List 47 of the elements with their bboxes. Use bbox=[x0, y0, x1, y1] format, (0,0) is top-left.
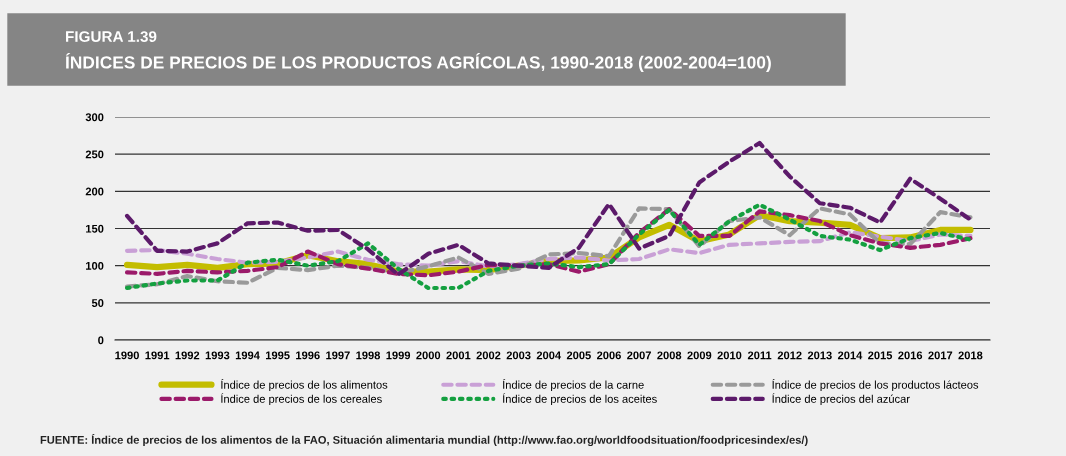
legend-label: Índice de precios de los alimentos bbox=[221, 378, 388, 391]
x-tick-label: 1998 bbox=[356, 351, 381, 360]
x-tick-label: 2018 bbox=[958, 351, 983, 360]
x-tick-label: 1999 bbox=[386, 351, 411, 360]
x-tick-label: 1994 bbox=[235, 351, 260, 360]
x-tick-label: 1990 bbox=[115, 351, 139, 360]
x-tick-label: 1993 bbox=[205, 351, 230, 360]
source-note: FUENTE: Índice de precios de los alimentos de la FAO, Situación alimentaria mundial (http://www.fao.org/worldfoodsituation/foodpricesindex/es/) bbox=[40, 433, 808, 447]
chart-title: FIGURA 1.39 bbox=[66, 31, 157, 42]
x-tick-label: 1995 bbox=[265, 351, 290, 360]
y-tick-label: 300 bbox=[85, 113, 104, 122]
legend-label: Índice de precios de los productos lácteos bbox=[772, 378, 979, 391]
legend-label: Índice de precios de los aceites bbox=[502, 393, 657, 406]
x-tick-label: 2011 bbox=[747, 351, 772, 360]
x-tick-label: 2009 bbox=[687, 351, 712, 360]
x-tick-label: 2003 bbox=[506, 351, 531, 360]
y-tick-label: 150 bbox=[86, 224, 104, 233]
x-tick-label: 2008 bbox=[657, 351, 682, 360]
x-tick-label: 1992 bbox=[175, 351, 200, 360]
x-tick-label: 2004 bbox=[536, 351, 562, 360]
x-tick-label: 2016 bbox=[898, 351, 923, 360]
x-tick-label: 2000 bbox=[416, 351, 441, 360]
line-series bbox=[124, 230, 973, 269]
legend-label: Índice de precios de la carne bbox=[502, 378, 644, 391]
y-tick-label: 250 bbox=[85, 150, 104, 159]
y-tick-label: 200 bbox=[85, 187, 104, 196]
x-tick-label: 1991 bbox=[145, 351, 170, 360]
x-tick-label: 2012 bbox=[777, 351, 802, 360]
x-tick-label: 2005 bbox=[566, 351, 591, 360]
x-tick-label: 2002 bbox=[476, 351, 501, 360]
x-tick-label: 1996 bbox=[296, 351, 320, 360]
x-tick-label: 2014 bbox=[837, 351, 863, 360]
y-tick-label: 0 bbox=[98, 336, 104, 345]
line-series bbox=[124, 140, 973, 277]
chart-subtitle: ÍNDICES DE PRECIOS DE LOS PRODUCTOS AGRÍCOLAS, 1990-2018 (2002-2004=100) bbox=[65, 53, 771, 72]
x-tick-label: 2017 bbox=[928, 351, 953, 360]
x-tick-label: 2007 bbox=[627, 351, 651, 360]
x-tick-label: 2013 bbox=[807, 351, 832, 360]
x-tick-label: 1997 bbox=[326, 351, 350, 360]
legend-label: Índice de precios de los cereales bbox=[221, 393, 382, 406]
x-tick-label: 2010 bbox=[717, 351, 742, 360]
y-tick-label: 100 bbox=[86, 261, 104, 270]
x-tick-label: 2006 bbox=[597, 351, 621, 360]
legend-label: Índice de precios del azúcar bbox=[772, 393, 910, 406]
y-tick-label: 50 bbox=[91, 299, 104, 307]
x-tick-label: 2001 bbox=[446, 351, 471, 360]
x-tick-label: 2015 bbox=[868, 351, 893, 360]
